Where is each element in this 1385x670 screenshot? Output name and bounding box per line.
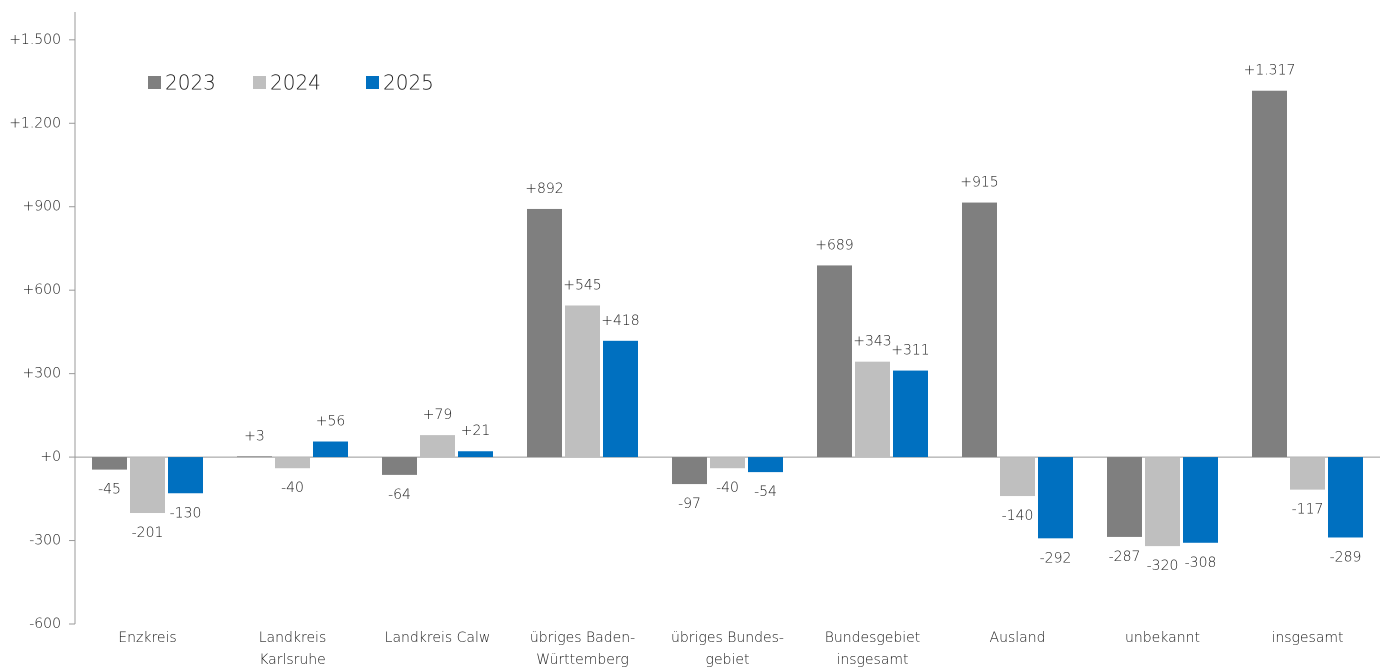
y-tick-label: +300 (23, 366, 61, 382)
legend-swatch (253, 76, 266, 89)
y-tick-label: +600 (23, 282, 61, 298)
x-tick-label: übriges Bundes-gebiet (671, 630, 784, 668)
x-tick-line: Württemberg (536, 652, 629, 668)
value-label: -40 (716, 480, 739, 496)
value-label: +79 (423, 407, 453, 423)
x-tick-line: Landkreis (259, 630, 327, 646)
bar (168, 457, 203, 494)
value-label: -308 (1185, 555, 1217, 571)
bar (855, 361, 890, 458)
x-tick-label: unbekannt (1125, 630, 1200, 646)
legend-swatch (148, 76, 161, 89)
x-tick-line: übriges Baden- (530, 630, 635, 646)
bar (710, 457, 745, 469)
value-label: -289 (1330, 549, 1362, 565)
x-tick-line: gebiet (706, 652, 750, 668)
bar (237, 456, 272, 458)
bar (382, 457, 417, 475)
bar (672, 457, 707, 485)
x-tick-line: insgesamt (1271, 630, 1343, 646)
value-label: -117 (1292, 502, 1324, 518)
x-tick-line: übriges Bundes- (671, 630, 784, 646)
legend-swatch (366, 76, 379, 89)
y-tick-label: +1.200 (9, 115, 61, 131)
value-label: +1.317 (1244, 63, 1296, 79)
bar (1328, 457, 1363, 538)
y-tick-label: -600 (29, 616, 61, 632)
value-label: +311 (891, 343, 929, 359)
value-label: +21 (461, 423, 491, 439)
x-tick-line: Ausland (990, 630, 1046, 646)
value-label: -201 (132, 525, 164, 541)
x-tick-label: Landkreis Karlsruhe (259, 630, 327, 668)
x-tick-label: Landkreis Calw (385, 630, 491, 646)
bar (603, 340, 638, 458)
x-tick-label: Ausland (990, 630, 1046, 646)
value-label: +689 (815, 237, 853, 253)
bar (893, 370, 928, 458)
legend-label: 2025 (383, 71, 434, 95)
bar (458, 451, 493, 458)
x-tick-line: Karlsruhe (259, 652, 326, 668)
bar (1290, 457, 1325, 490)
value-label: -130 (170, 505, 202, 521)
value-label: -54 (754, 484, 777, 500)
value-label: -45 (98, 482, 121, 498)
value-label: +3 (244, 428, 265, 444)
value-label: +418 (601, 313, 639, 329)
value-label: +545 (563, 277, 601, 293)
value-label: +343 (853, 334, 891, 350)
bar (1000, 457, 1035, 497)
bar (962, 202, 997, 458)
bar (748, 457, 783, 473)
value-label: +915 (960, 175, 998, 191)
value-label: -64 (388, 487, 411, 503)
y-tick-label: -300 (29, 533, 61, 549)
value-label: -97 (678, 496, 701, 512)
legend-label: 2023 (165, 71, 216, 95)
x-tick-line: Landkreis Calw (385, 630, 491, 646)
x-tick-line: Bundesgebiet (825, 630, 921, 646)
value-label: +892 (525, 181, 563, 197)
bar (92, 457, 127, 470)
bar (1038, 457, 1073, 539)
bar (1107, 457, 1142, 537)
value-label: -287 (1109, 549, 1141, 565)
bar (1183, 457, 1218, 543)
value-label: -140 (1002, 508, 1034, 524)
x-tick-label: übriges Baden- Württemberg (530, 630, 635, 668)
y-tick-label: +0 (40, 449, 61, 465)
x-tick-line: insgesamt (836, 652, 908, 668)
value-label: -292 (1040, 550, 1072, 566)
value-label: -320 (1147, 558, 1179, 574)
x-tick-label: Bundesgebiet insgesamt (825, 630, 921, 668)
bar (565, 305, 600, 458)
bar (130, 457, 165, 514)
y-tick-label: +900 (23, 199, 61, 215)
legend-label: 2024 (270, 71, 321, 95)
bar (817, 265, 852, 458)
bar (313, 441, 348, 458)
y-tick-label: +1.500 (9, 32, 61, 48)
x-tick-label: insgesamt (1271, 630, 1343, 646)
bar (275, 457, 310, 469)
value-label: +56 (316, 414, 346, 430)
bar (527, 208, 562, 458)
x-tick-line: Enzkreis (118, 630, 176, 646)
bar (1145, 457, 1180, 547)
bar (420, 435, 455, 458)
value-label: -40 (281, 480, 304, 496)
bar (1252, 90, 1287, 458)
x-tick-label: Enzkreis (118, 630, 176, 646)
x-tick-line: unbekannt (1125, 630, 1200, 646)
